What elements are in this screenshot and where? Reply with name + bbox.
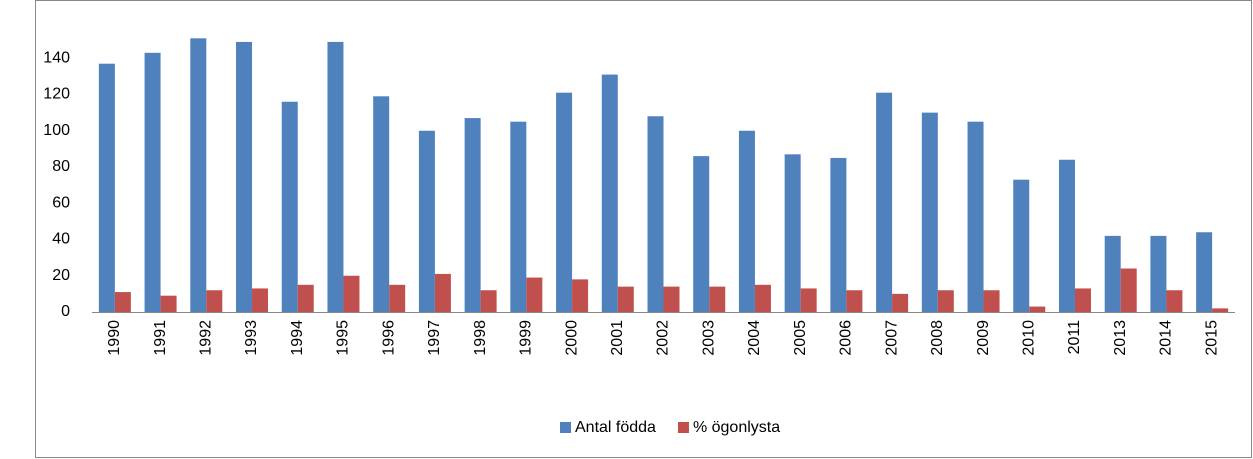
bar (1212, 308, 1229, 312)
x-tick-label: 1997 (426, 320, 443, 356)
bar (617, 286, 634, 312)
bar (160, 295, 177, 312)
bar (144, 52, 161, 312)
y-tick-label: 120 (43, 86, 70, 103)
bar (846, 290, 863, 312)
bar (236, 41, 253, 312)
x-tick-label: 2011 (1066, 320, 1083, 355)
bar (1196, 232, 1213, 312)
bar (1150, 235, 1167, 312)
bar (647, 116, 664, 312)
legend-swatch (677, 422, 689, 433)
x-tick-label: 1995 (335, 320, 352, 356)
bar (343, 275, 360, 312)
bar (663, 286, 680, 312)
bar (1166, 290, 1183, 312)
bar (480, 290, 497, 312)
bar (967, 121, 984, 312)
bar (784, 154, 801, 312)
bar (434, 273, 451, 312)
legend-label: Antal födda (575, 419, 656, 436)
bar (892, 293, 909, 312)
x-tick-label: 2013 (1112, 320, 1129, 356)
x-tick-label: 2007 (883, 320, 900, 356)
bar (114, 292, 131, 312)
x-tick-label: 2004 (746, 320, 763, 356)
x-tick-label: 1992 (198, 320, 215, 356)
x-tick-label: 1991 (152, 320, 169, 356)
bar (572, 279, 589, 312)
bar (1013, 179, 1030, 312)
bar (709, 286, 726, 312)
x-tick-label: 2008 (929, 320, 946, 356)
bar (281, 101, 298, 312)
x-tick-label: 2009 (975, 320, 992, 356)
bar (464, 118, 481, 312)
bar (389, 284, 406, 312)
bar (1074, 288, 1091, 312)
bar (738, 130, 755, 312)
bar (418, 130, 435, 312)
y-tick-label: 80 (52, 158, 70, 175)
y-tick-label: 40 (52, 231, 70, 248)
x-tick-label: 2005 (792, 320, 809, 356)
x-tick-label: 2001 (609, 320, 626, 356)
bar (1029, 306, 1046, 312)
x-tick-label: 1996 (380, 320, 397, 356)
bar (876, 92, 893, 312)
bar (830, 157, 847, 312)
y-tick-label: 100 (43, 122, 70, 139)
y-tick-label: 60 (52, 194, 70, 211)
x-tick-label: 1999 (518, 320, 535, 356)
bar (556, 92, 573, 312)
bar (327, 41, 344, 312)
legend-label: % ögonlysta (693, 419, 780, 436)
bar (252, 288, 269, 312)
bar (98, 63, 115, 312)
bar (601, 74, 618, 312)
bar (190, 38, 207, 312)
bar (510, 121, 527, 312)
bar (1120, 268, 1137, 312)
bar (921, 112, 938, 312)
bar (800, 288, 817, 312)
x-tick-label: 1993 (243, 320, 260, 356)
bar (1058, 159, 1075, 312)
bar (526, 277, 543, 312)
x-tick-label: 2002 (655, 320, 672, 356)
bar (373, 96, 390, 312)
x-tick-label: 1990 (106, 320, 123, 356)
x-tick-label: 2014 (1158, 320, 1175, 356)
bar (206, 290, 223, 312)
bar (1104, 235, 1121, 312)
bar (983, 290, 1000, 312)
x-tick-label: 2015 (1203, 320, 1220, 356)
x-tick-label: 2000 (563, 320, 580, 356)
y-tick-label: 140 (43, 49, 70, 66)
bar (937, 290, 954, 312)
x-tick-label: 2010 (1020, 320, 1037, 356)
x-tick-label: 2006 (838, 320, 855, 356)
x-tick-label: 2003 (700, 320, 717, 356)
bar (754, 284, 771, 312)
bar (297, 284, 314, 312)
legend-swatch (560, 422, 571, 433)
bar (693, 156, 710, 312)
x-tick-label: 1994 (289, 320, 306, 356)
y-tick-label: 0 (61, 303, 70, 320)
x-tick-label: 1998 (472, 320, 489, 356)
y-tick-label: 20 (52, 267, 70, 284)
